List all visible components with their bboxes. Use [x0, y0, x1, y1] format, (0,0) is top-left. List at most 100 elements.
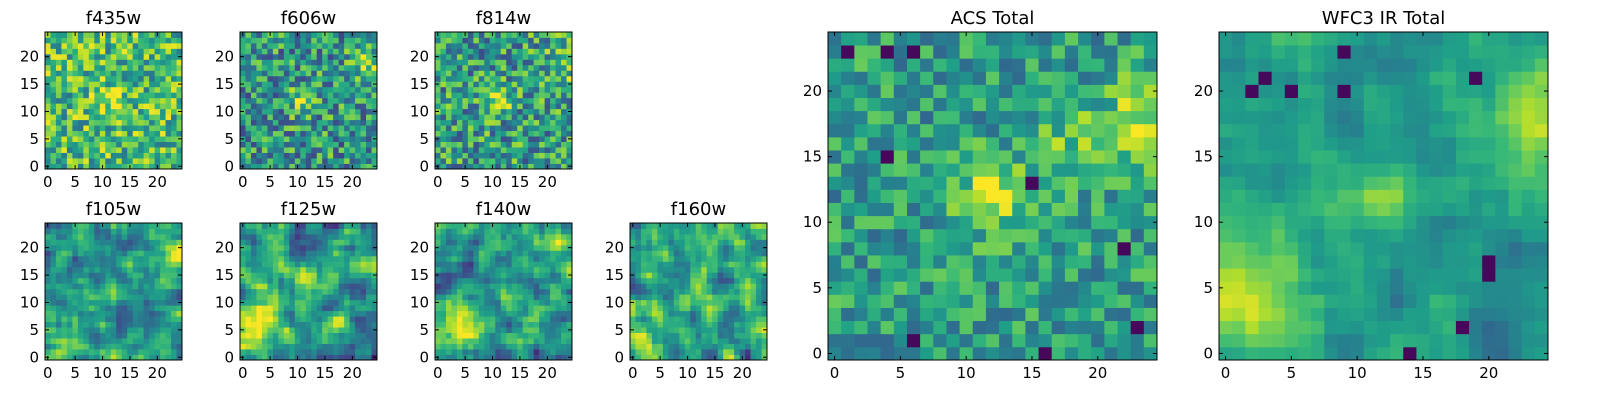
heatmap-cell [77, 114, 84, 121]
heatmap-cell [1130, 215, 1145, 230]
heatmap-cell [495, 288, 502, 295]
heatmap-cell [50, 332, 57, 339]
heatmap-cell [88, 37, 95, 44]
heatmap-cell [110, 119, 117, 126]
heatmap-cell [66, 147, 73, 153]
heatmap-cell [294, 239, 301, 246]
heatmap-cell [77, 53, 84, 60]
heatmap-cell [300, 283, 307, 290]
heatmap-cell [679, 316, 686, 323]
heatmap-cell [311, 75, 318, 82]
heatmap-cell [105, 141, 112, 148]
x-tick-label: 0 [433, 364, 443, 382]
heatmap-cell [300, 233, 307, 240]
heatmap-cell [467, 53, 474, 60]
heatmap-cell [555, 141, 562, 148]
heatmap-cell [272, 305, 279, 312]
heatmap-cell [250, 283, 257, 290]
heatmap-cell [360, 327, 367, 333]
x-tick-label: 0 [238, 173, 248, 191]
heatmap-cell [489, 37, 496, 44]
heatmap-cell [467, 327, 474, 333]
heatmap-cell [250, 48, 257, 55]
heatmap-cell [305, 119, 312, 126]
heatmap-cell [149, 136, 155, 142]
heatmap-cell [657, 338, 664, 344]
heatmap-cell [99, 332, 106, 339]
heatmap-cell [176, 147, 183, 153]
heatmap-cell [77, 64, 84, 71]
heatmap-cell [522, 316, 529, 323]
heatmap-cell [920, 320, 934, 335]
heatmap-cell [127, 92, 134, 99]
heatmap-cell [278, 321, 285, 328]
heatmap-cell [245, 255, 252, 262]
heatmap-cell [294, 152, 301, 159]
heatmap-cell [171, 119, 177, 126]
heatmap-cell [300, 244, 307, 251]
heatmap-cell [467, 64, 474, 71]
heatmap-cell [55, 327, 62, 333]
heatmap-cell [99, 42, 106, 49]
heatmap-cell [679, 327, 686, 333]
heatmap-cell [256, 59, 263, 66]
heatmap-cell [289, 103, 296, 110]
heatmap-cell [750, 250, 757, 257]
heatmap-cell [138, 152, 145, 159]
heatmap-cell [646, 239, 653, 246]
heatmap-cell [83, 70, 90, 77]
heatmap-cell [451, 64, 458, 71]
heatmap-cell [300, 103, 307, 110]
heatmap-cell [435, 255, 441, 262]
heatmap-cell [566, 338, 573, 344]
heatmap-cell [657, 294, 664, 301]
heatmap-cell [517, 250, 524, 257]
heatmap-cell [555, 321, 562, 328]
heatmap-cell [484, 42, 491, 49]
heatmap-cell [77, 250, 84, 257]
heatmap-cell [528, 125, 535, 132]
heatmap-cell [138, 305, 145, 312]
heatmap-cell [550, 250, 556, 257]
heatmap-cell [338, 283, 345, 290]
heatmap-cell [651, 310, 658, 317]
heatmap-cell [451, 305, 458, 312]
heatmap-cell [245, 266, 252, 273]
heatmap-cell [1091, 294, 1105, 308]
heatmap-cell [517, 255, 524, 262]
heatmap-cell [495, 163, 502, 170]
heatmap-cell [673, 338, 680, 344]
heatmap-cell [66, 81, 73, 88]
heatmap-cell [88, 277, 95, 284]
heatmap-cell [371, 261, 378, 268]
heatmap-cell [646, 277, 653, 284]
heatmap-cell [630, 343, 636, 350]
heatmap-cell [300, 125, 307, 132]
heatmap-cell [110, 53, 117, 60]
heatmap-cell [272, 81, 279, 88]
heatmap-cell [311, 141, 318, 148]
heatmap-cell [349, 250, 356, 257]
heatmap-cell [462, 48, 469, 55]
heatmap-cell [467, 354, 474, 361]
heatmap-cell [355, 130, 361, 137]
heatmap-cell [555, 92, 562, 99]
heatmap-cell [143, 327, 150, 333]
heatmap-cell [539, 266, 545, 273]
heatmap-cell [272, 32, 279, 38]
heatmap-cell [165, 136, 172, 142]
heatmap-cell [972, 333, 987, 348]
heatmap-cell [143, 239, 150, 246]
heatmap-cell [176, 266, 183, 273]
heatmap-cell [267, 147, 274, 153]
heatmap-cell [83, 48, 90, 55]
heatmap-cell [662, 261, 669, 268]
heatmap-cell [566, 233, 573, 240]
heatmap-cell [160, 64, 166, 71]
heatmap-cell [728, 255, 735, 262]
heatmap-cell [132, 119, 139, 126]
heatmap-cell [355, 119, 361, 126]
heatmap-cell [528, 332, 535, 339]
heatmap-cell [555, 277, 562, 284]
heatmap-cell [841, 150, 855, 164]
